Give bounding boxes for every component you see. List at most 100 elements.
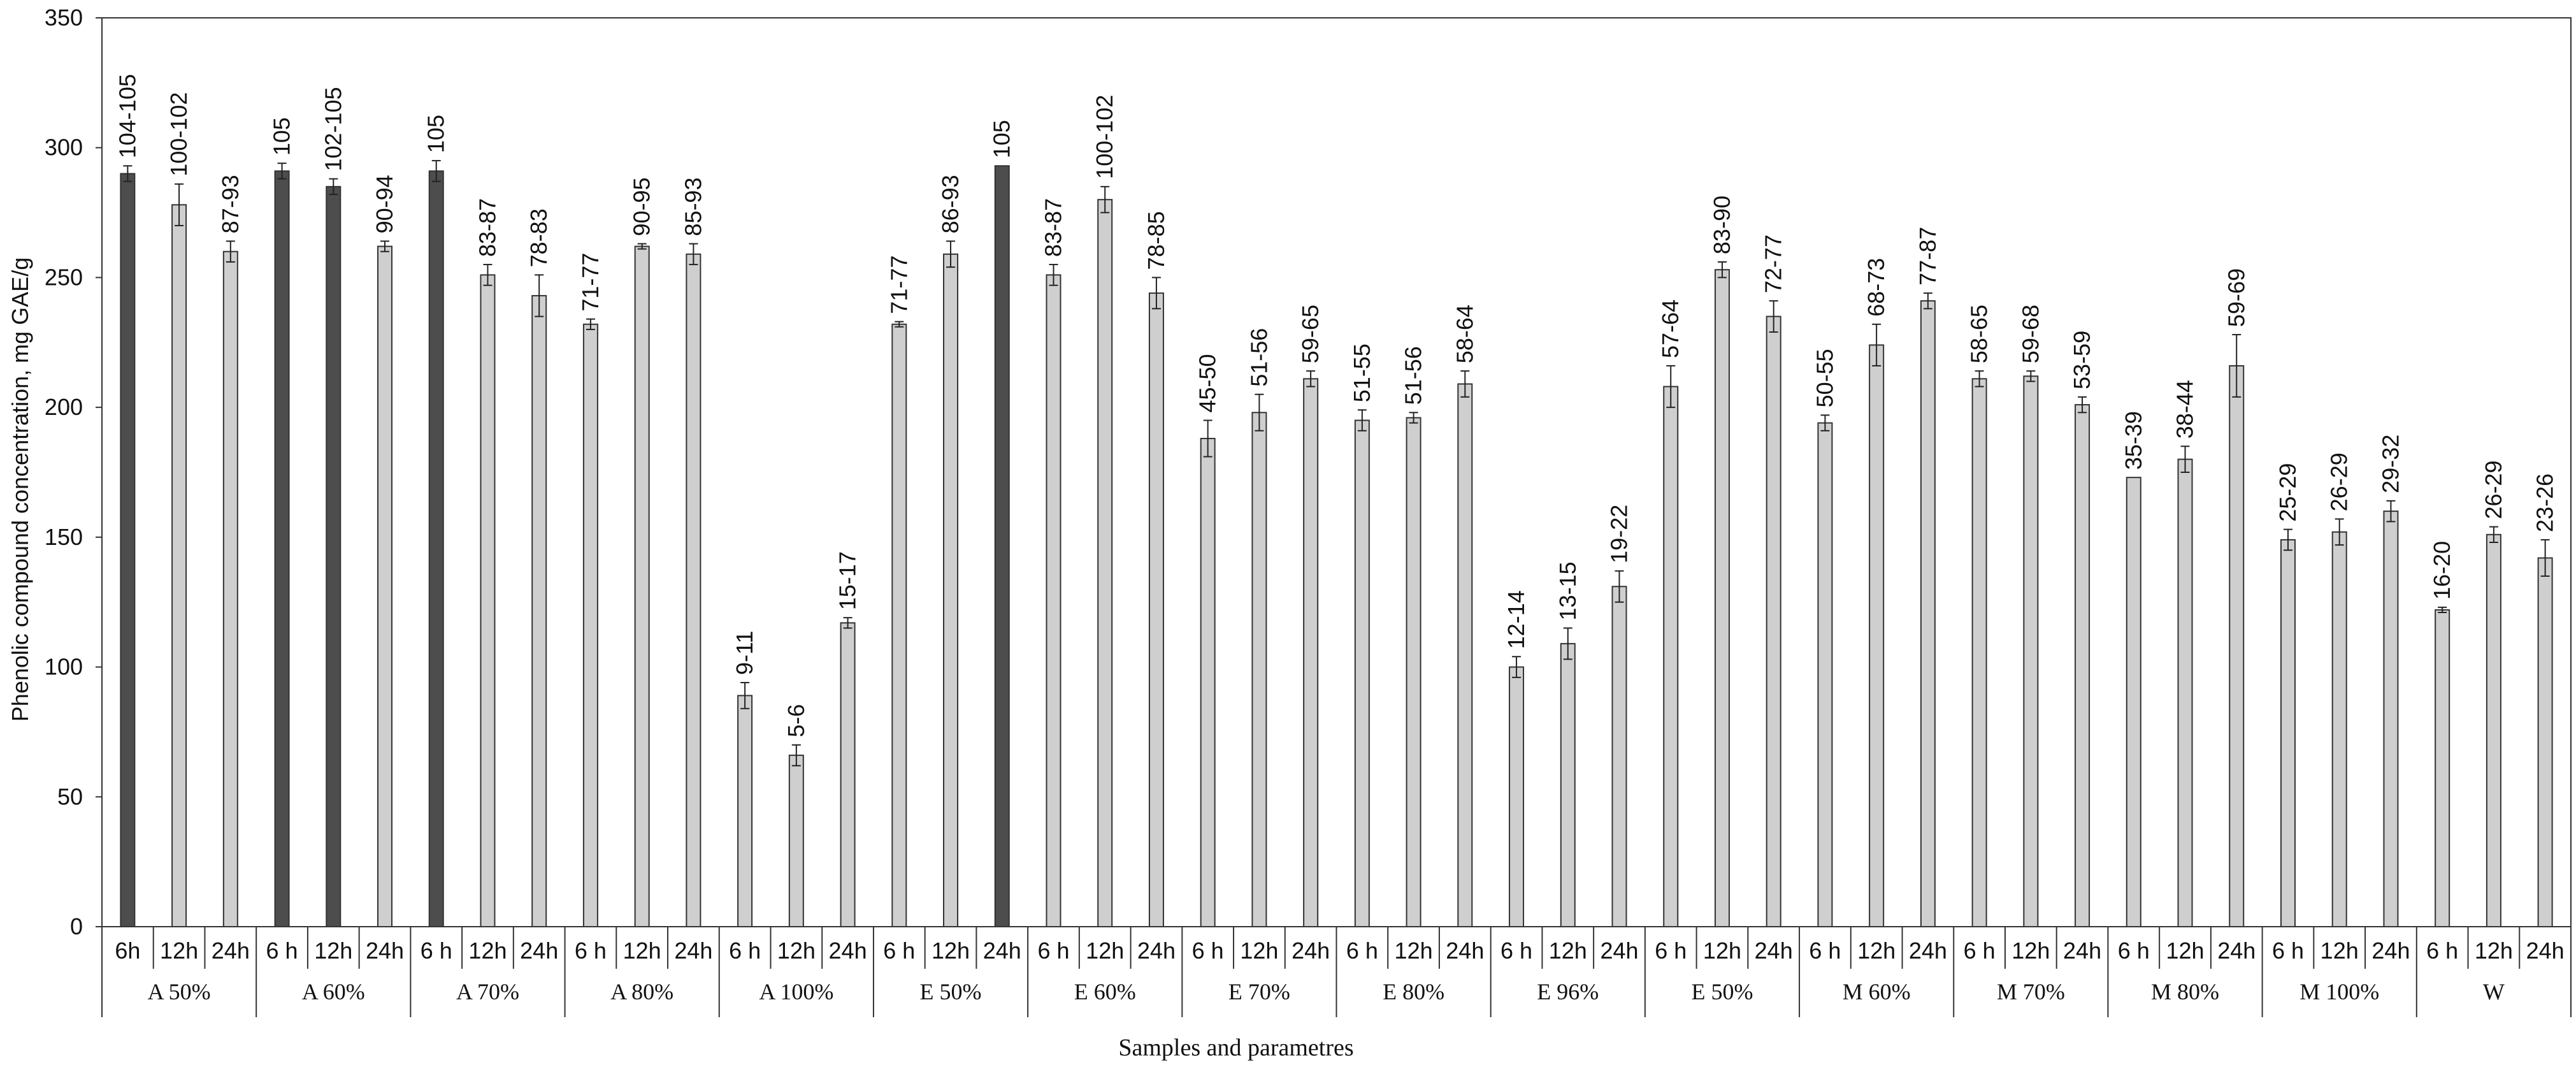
bar bbox=[1148, 292, 1164, 928]
error-bar bbox=[1615, 570, 1624, 603]
error-bar bbox=[1512, 656, 1522, 678]
data-label: 100-102 bbox=[166, 92, 192, 177]
error-bar bbox=[1717, 261, 1727, 279]
bar bbox=[377, 245, 393, 928]
error-bar bbox=[2335, 518, 2344, 546]
time-label: 6 h bbox=[266, 938, 298, 964]
bar bbox=[2280, 539, 2296, 927]
bar bbox=[1406, 417, 1421, 927]
bar bbox=[634, 245, 650, 928]
y-tick-label: 200 bbox=[45, 394, 83, 420]
data-label: 29-32 bbox=[2377, 435, 2403, 493]
error-bar bbox=[946, 240, 956, 268]
bar bbox=[2486, 533, 2501, 927]
bar bbox=[531, 294, 547, 928]
bar bbox=[1663, 386, 1679, 927]
data-label: 102-105 bbox=[320, 87, 346, 171]
bar bbox=[1200, 438, 1216, 927]
time-label: 12h bbox=[1857, 938, 1896, 964]
error-bar bbox=[175, 183, 184, 226]
error-bar bbox=[2180, 445, 2190, 473]
time-label: 12h bbox=[2166, 938, 2204, 964]
error-bar bbox=[1975, 370, 1984, 388]
error-bar bbox=[637, 243, 647, 250]
data-label: 13-15 bbox=[1555, 561, 1581, 620]
group-label: M 80% bbox=[2151, 979, 2219, 1004]
bar bbox=[274, 170, 290, 928]
data-label: 53-59 bbox=[2069, 331, 2095, 389]
bar bbox=[1920, 300, 1936, 927]
time-label: 24h bbox=[1137, 938, 1176, 964]
data-label: 90-95 bbox=[629, 177, 655, 236]
data-label: 78-83 bbox=[526, 208, 552, 267]
error-bar bbox=[586, 318, 595, 330]
error-bar bbox=[1923, 292, 1932, 310]
data-label: 16-20 bbox=[2429, 541, 2455, 600]
data-label: 57-64 bbox=[1657, 300, 1683, 358]
group-label: E 60% bbox=[1074, 979, 1136, 1004]
group-label: A 50% bbox=[148, 979, 211, 1004]
data-label: 71-77 bbox=[886, 256, 912, 314]
y-tick-label: 150 bbox=[45, 524, 83, 550]
time-label: 6 h bbox=[2426, 938, 2458, 964]
time-label: 12h bbox=[1549, 938, 1587, 964]
error-bar bbox=[2026, 370, 2036, 382]
bar bbox=[737, 695, 753, 927]
data-label: 59-65 bbox=[1297, 305, 1323, 363]
time-label: 6 h bbox=[883, 938, 915, 964]
y-axis-title: Phenolic compound concentration, mg GAE/… bbox=[7, 257, 33, 721]
time-label: 6h bbox=[115, 938, 140, 964]
group-label: A 70% bbox=[456, 979, 519, 1004]
group-label: M 100% bbox=[2299, 979, 2379, 1004]
error-bar bbox=[2438, 606, 2447, 614]
data-label: 86-93 bbox=[937, 175, 963, 233]
bar bbox=[1046, 274, 1061, 927]
bar bbox=[222, 250, 238, 928]
bar bbox=[943, 253, 959, 927]
bar bbox=[120, 173, 136, 927]
time-label: 24h bbox=[674, 938, 712, 964]
bar bbox=[840, 622, 856, 928]
error-bar bbox=[1820, 414, 1830, 431]
error-bar bbox=[1203, 419, 1212, 458]
data-label: 51-56 bbox=[1400, 346, 1427, 405]
error-bar bbox=[1255, 393, 1264, 431]
time-label: 6 h bbox=[2272, 938, 2304, 964]
group-label: A 100% bbox=[759, 979, 833, 1004]
error-bar bbox=[1306, 370, 1316, 388]
y-tick-label: 0 bbox=[70, 913, 83, 939]
y-tick-label: 50 bbox=[57, 783, 83, 809]
bar bbox=[2126, 477, 2141, 927]
time-label: 6 h bbox=[421, 938, 452, 964]
error-bar bbox=[1769, 300, 1778, 333]
x-axis-title: Samples and parametres bbox=[1118, 1034, 1353, 1061]
time-label: 24h bbox=[366, 938, 404, 964]
time-label: 24h bbox=[520, 938, 558, 964]
time-label: 24h bbox=[2217, 938, 2256, 964]
data-label: 23-26 bbox=[2532, 474, 2558, 532]
time-label: 6 h bbox=[1192, 938, 1224, 964]
bar bbox=[2229, 365, 2245, 927]
time-label: 24h bbox=[212, 938, 250, 964]
data-label: 72-77 bbox=[1760, 235, 1787, 293]
data-label: 26-29 bbox=[2326, 453, 2352, 511]
data-label: 85-93 bbox=[680, 177, 706, 236]
error-bar bbox=[123, 165, 133, 182]
bar bbox=[1457, 383, 1473, 927]
time-label: 24h bbox=[983, 938, 1021, 964]
bar bbox=[2023, 375, 2039, 927]
bar bbox=[1869, 344, 1885, 927]
error-bar bbox=[1872, 323, 1882, 366]
bar bbox=[2177, 458, 2193, 927]
data-label: 59-68 bbox=[2017, 305, 2043, 363]
data-label: 45-50 bbox=[1195, 354, 1221, 412]
data-label: 105 bbox=[269, 117, 295, 156]
y-tick-label: 350 bbox=[45, 4, 83, 31]
error-bar bbox=[2540, 539, 2550, 577]
plot-border bbox=[101, 17, 2572, 927]
time-label: 6 h bbox=[1346, 938, 1378, 964]
error-bar bbox=[1563, 627, 1572, 660]
group-label: A 80% bbox=[610, 979, 673, 1004]
data-label: 87-93 bbox=[217, 175, 243, 233]
